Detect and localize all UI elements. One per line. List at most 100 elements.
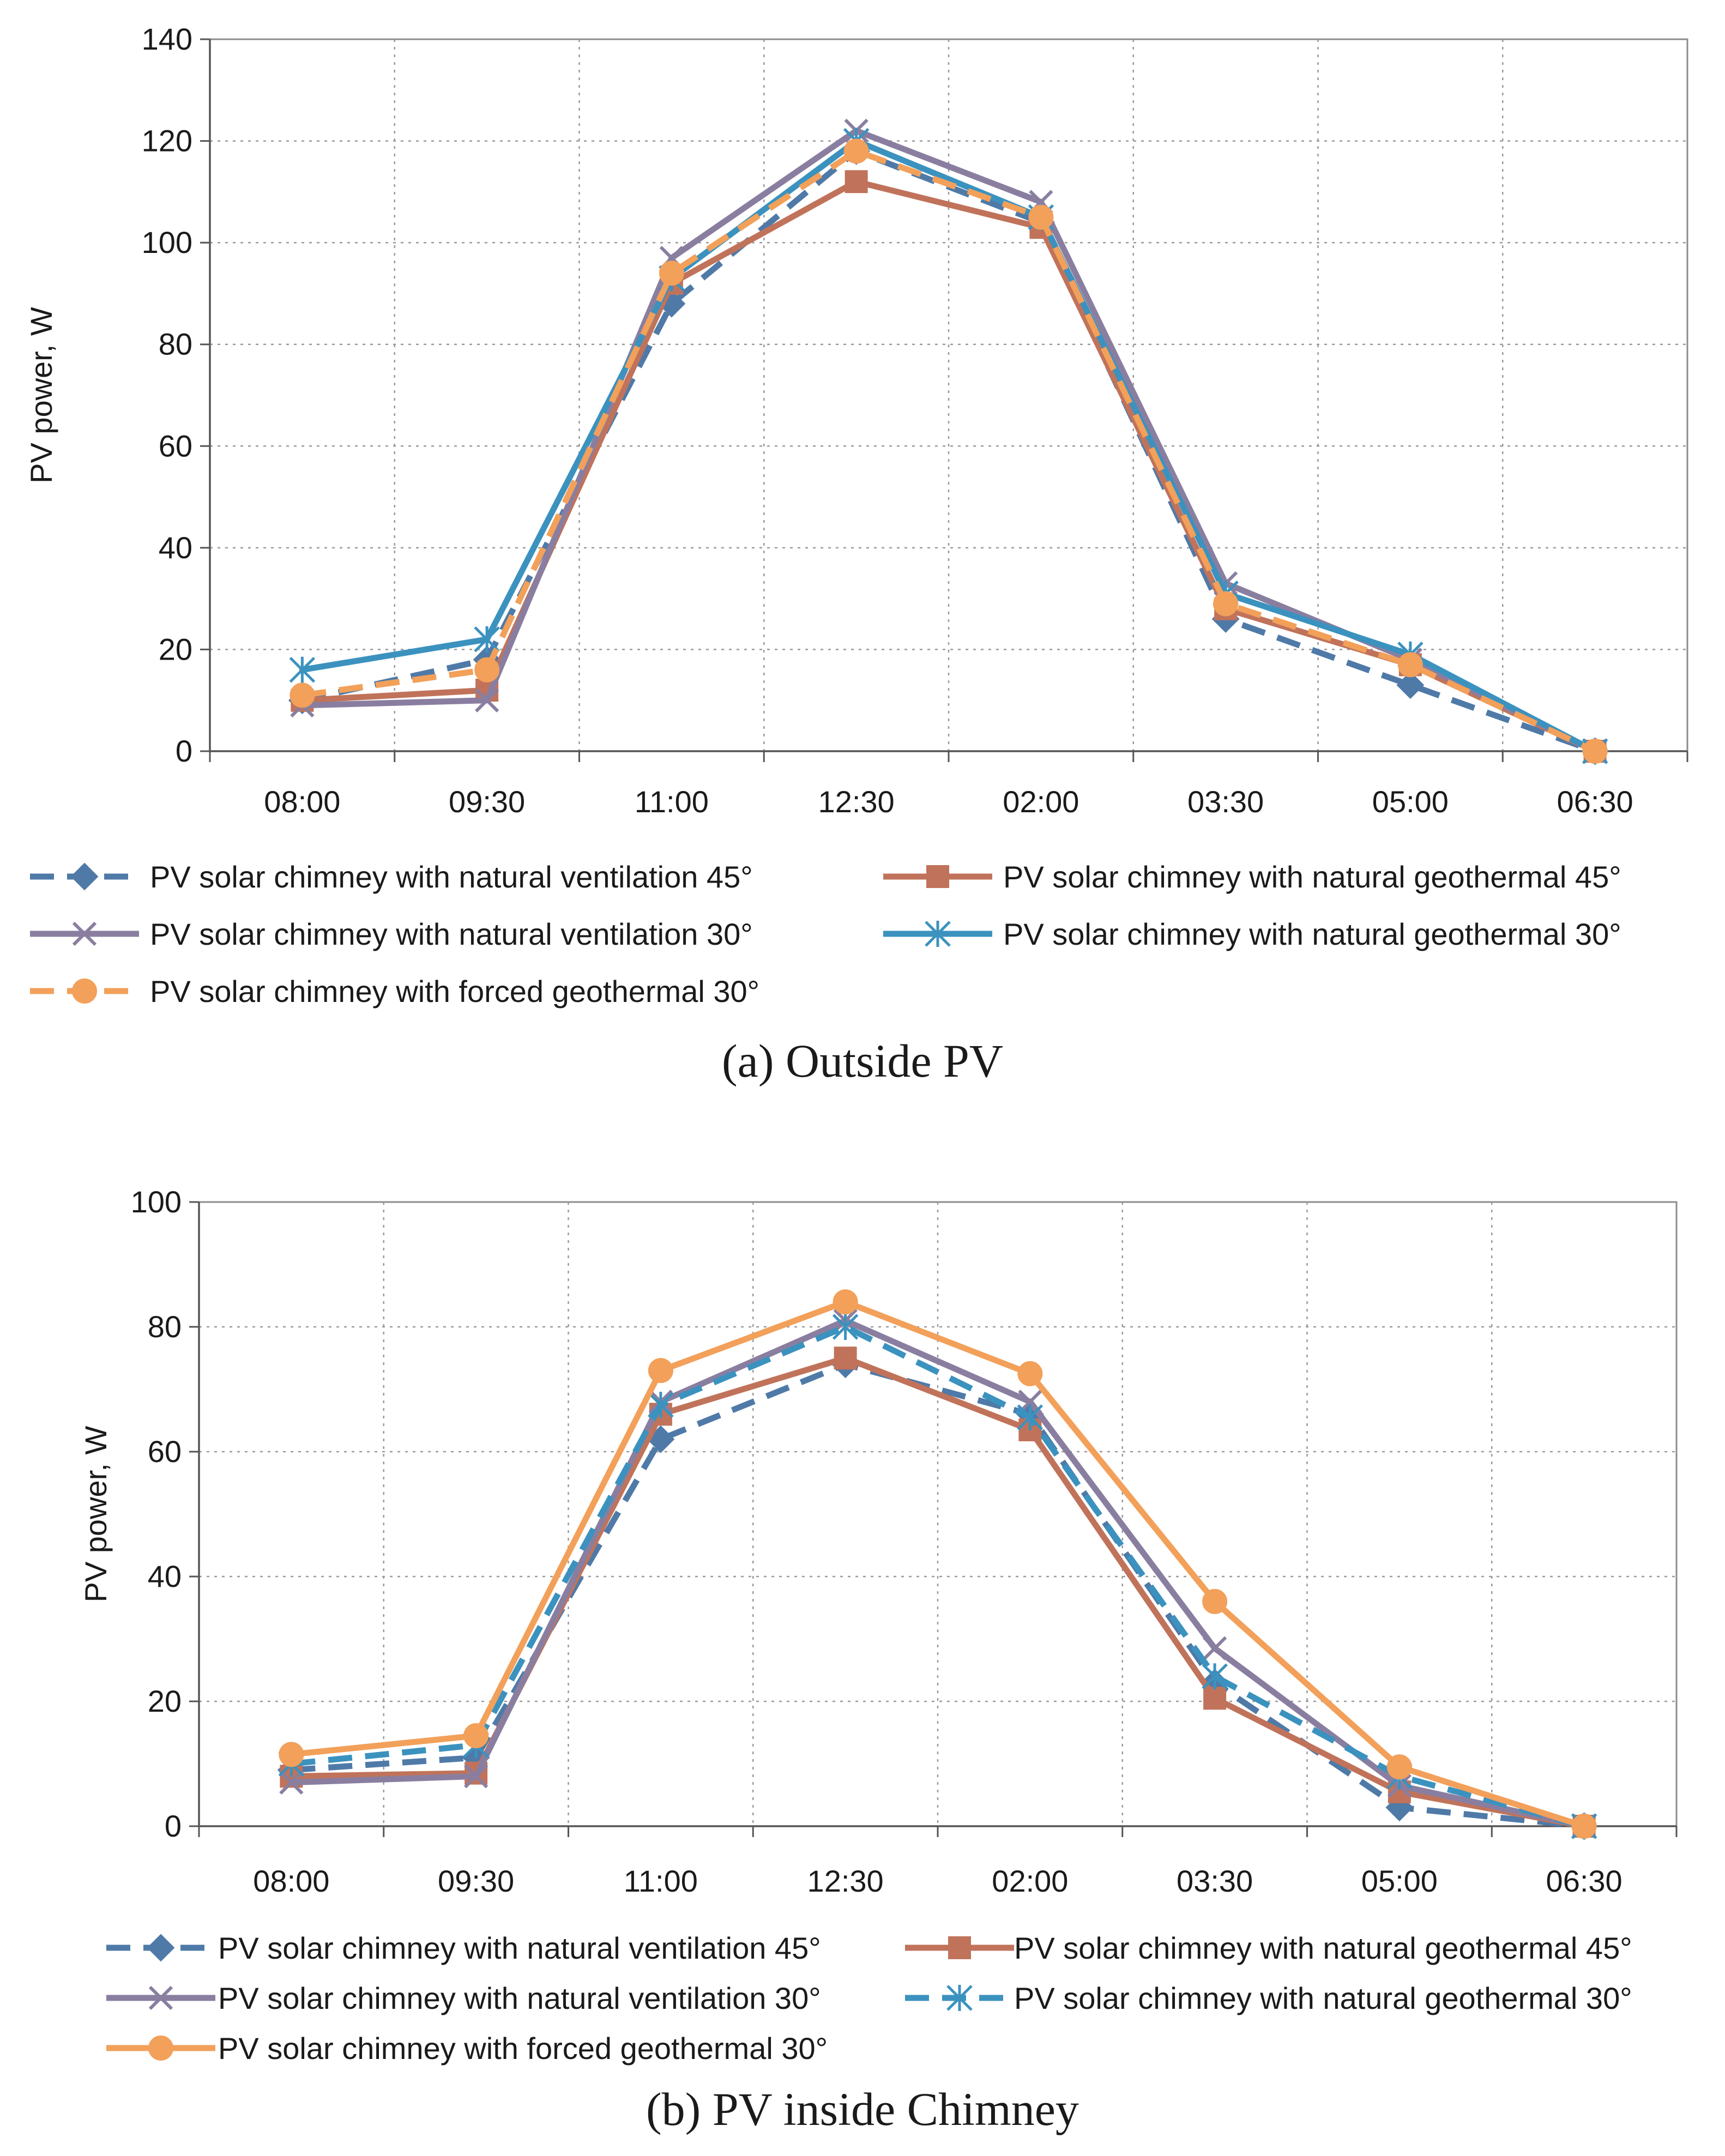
legend-swatch-marker xyxy=(70,862,99,891)
chart-b-y-tick-label: 80 xyxy=(148,1309,182,1344)
chart-a-x-tick-label: 12:30 xyxy=(818,784,895,819)
chart-a-data-point xyxy=(1396,671,1425,699)
chart-a-data-point xyxy=(474,626,500,653)
legend-label: PV solar chimney with natural geothermal… xyxy=(1003,917,1621,951)
legend-label: PV solar chimney with natural geothermal… xyxy=(1003,860,1621,894)
chart-b-series-line xyxy=(291,1361,1585,1829)
chart-a-legend-item: PV solar chimney with natural geothermal… xyxy=(883,860,1621,894)
legend-label: PV solar chimney with natural geothermal… xyxy=(1014,1981,1632,2015)
chart-b-series-line xyxy=(288,1299,1588,1829)
chart-b-y-tick-label: 40 xyxy=(148,1559,182,1593)
chart-a-x-tick-label: 02:00 xyxy=(1003,784,1079,819)
chart-a-data-point xyxy=(474,657,500,683)
chart-a-legend-item: PV solar chimney with natural ventilatio… xyxy=(30,860,753,894)
chart-a-legend-item: PV solar chimney with forced geothermal … xyxy=(30,974,759,1008)
legend-swatch-marker xyxy=(72,921,97,946)
chart-b-y-tick-label: 100 xyxy=(131,1185,182,1219)
chart-a-y-tick-label: 20 xyxy=(159,632,192,666)
chart-a-data-point xyxy=(843,138,869,164)
chart-b-legend: PV solar chimney with natural ventilatio… xyxy=(106,1931,1632,2066)
chart-b-legend-item: PV solar chimney with natural geothermal… xyxy=(905,1981,1632,2015)
chart-a-x-tick-label: 05:00 xyxy=(1372,784,1449,819)
chart-a-series-line xyxy=(301,148,1596,754)
chart-a-y-tick-label: 40 xyxy=(159,530,192,565)
chart-b-data-point xyxy=(834,1346,857,1370)
chart-b-x-tick-label: 06:30 xyxy=(1546,1864,1623,1898)
chart-a-data-point xyxy=(289,683,315,708)
chart-a-y-tick-label: 120 xyxy=(142,124,192,158)
chart-b-y-tick-label: 0 xyxy=(165,1809,182,1843)
chart-a-x-tick-label: 06:30 xyxy=(1557,784,1633,819)
chart-a-data-point xyxy=(289,656,316,683)
chart-b-data-point xyxy=(1202,1663,1228,1690)
chart-a-y-tick-label: 80 xyxy=(159,327,192,361)
chart-b-series-line xyxy=(288,1318,1588,1829)
legend-label: PV solar chimney with forced geothermal … xyxy=(218,2031,828,2066)
chart-a-x-tick-label: 09:30 xyxy=(449,784,525,819)
chart-b-x-tick-label: 03:30 xyxy=(1177,1864,1253,1898)
legend-swatch-marker xyxy=(946,1985,973,2011)
chart-b-data-point xyxy=(1017,1404,1044,1431)
chart-a-legend-item: PV solar chimney with natural geothermal… xyxy=(883,917,1621,951)
chart-a-legend-item: PV solar chimney with natural ventilatio… xyxy=(30,917,753,951)
chart-b-data-point xyxy=(832,1314,859,1340)
chart-b-x-tick-label: 02:00 xyxy=(992,1864,1068,1898)
chart-a-x-tick-label: 11:00 xyxy=(635,784,709,819)
chart-b-x-tick-label: 08:00 xyxy=(253,1864,329,1898)
legend-swatch-marker xyxy=(72,979,97,1004)
chart-a-caption: (a) Outside PV xyxy=(722,1035,1003,1087)
chart-b-legend-item: PV solar chimney with natural ventilatio… xyxy=(106,1981,821,2015)
chart-b-data-point xyxy=(648,1358,673,1384)
legend-label: PV solar chimney with natural ventilatio… xyxy=(150,917,753,951)
chart-b-data-point xyxy=(1203,1687,1227,1710)
chart-b-y-tick-label: 60 xyxy=(148,1434,182,1469)
chart-a-series-line xyxy=(299,138,1599,754)
legend-label: PV solar chimney with natural ventilatio… xyxy=(218,1931,821,1965)
chart-b-data-point xyxy=(279,1742,304,1767)
chart-a: 0 20 40 60 80 100 120 140 08:00 09:30 11:00 12:30 02… xyxy=(24,22,1688,1087)
chart-b-data-point xyxy=(1571,1814,1597,1839)
chart-b: 0 20 40 60 80 100 08:00 09:30 11:00 12:30 02:00 03:… xyxy=(79,1185,1678,2135)
chart-a-data-point xyxy=(475,688,499,712)
chart-b-y-tick-label: 20 xyxy=(148,1684,182,1718)
chart-b-data-point xyxy=(648,1392,674,1418)
chart-b-legend-item: PV solar chimney with natural geothermal… xyxy=(905,1931,1632,1965)
chart-a-y-tick-label: 100 xyxy=(142,225,192,259)
legend-swatch-marker xyxy=(148,2036,173,2061)
legend-swatch-marker xyxy=(948,1936,971,1959)
chart-a-data-point xyxy=(1582,739,1608,764)
chart-a-legend: PV solar chimney with natural ventilatio… xyxy=(30,860,1621,1008)
chart-a-x-tick-label: 08:00 xyxy=(264,784,340,819)
chart-a-y-axis-title: PV power, W xyxy=(24,307,58,484)
legend-swatch-marker xyxy=(147,1934,175,1962)
chart-b-data-point xyxy=(464,1764,488,1789)
chart-b-x-tick-label: 12:30 xyxy=(807,1864,884,1898)
chart-b-data-point xyxy=(833,1289,858,1315)
legend-label: PV solar chimney with natural geothermal… xyxy=(1014,1931,1632,1965)
chart-a-series-5 xyxy=(289,138,1608,764)
chart-b-data-point xyxy=(1017,1361,1043,1386)
chart-a-y-tick-label: 140 xyxy=(142,22,192,56)
legend-label: PV solar chimney with forced geothermal … xyxy=(150,974,759,1008)
chart-a-data-point xyxy=(1397,652,1423,678)
chart-b-x-tick-label: 09:30 xyxy=(438,1864,514,1898)
legend-swatch-marker xyxy=(925,921,951,947)
chart-b-data-point xyxy=(1203,1636,1227,1660)
chart-a-data-point xyxy=(1028,204,1054,230)
legend-label: PV solar chimney with natural ventilatio… xyxy=(150,860,753,894)
chart-b-legend-item: PV solar chimney with forced geothermal … xyxy=(106,2031,828,2066)
legend-swatch-marker xyxy=(926,865,949,888)
chart-b-y-axis-title: PV power, W xyxy=(79,1426,113,1603)
chart-b-legend-item: PV solar chimney with natural ventilatio… xyxy=(106,1931,821,1965)
chart-b-data-point xyxy=(279,1770,304,1795)
chart-b-series-line xyxy=(291,1324,1585,1829)
chart-b-series-5 xyxy=(279,1289,1597,1839)
chart-b-data-point xyxy=(1202,1589,1228,1614)
chart-b-data-point xyxy=(463,1723,489,1748)
chart-a-x-tick-label: 03:30 xyxy=(1187,784,1264,819)
chart-a-y-tick-label: 0 xyxy=(176,734,192,768)
chart-b-x-tick-label: 05:00 xyxy=(1361,1864,1438,1898)
legend-swatch-marker xyxy=(148,1985,173,2010)
chart-a-y-tick-label: 60 xyxy=(159,428,192,463)
